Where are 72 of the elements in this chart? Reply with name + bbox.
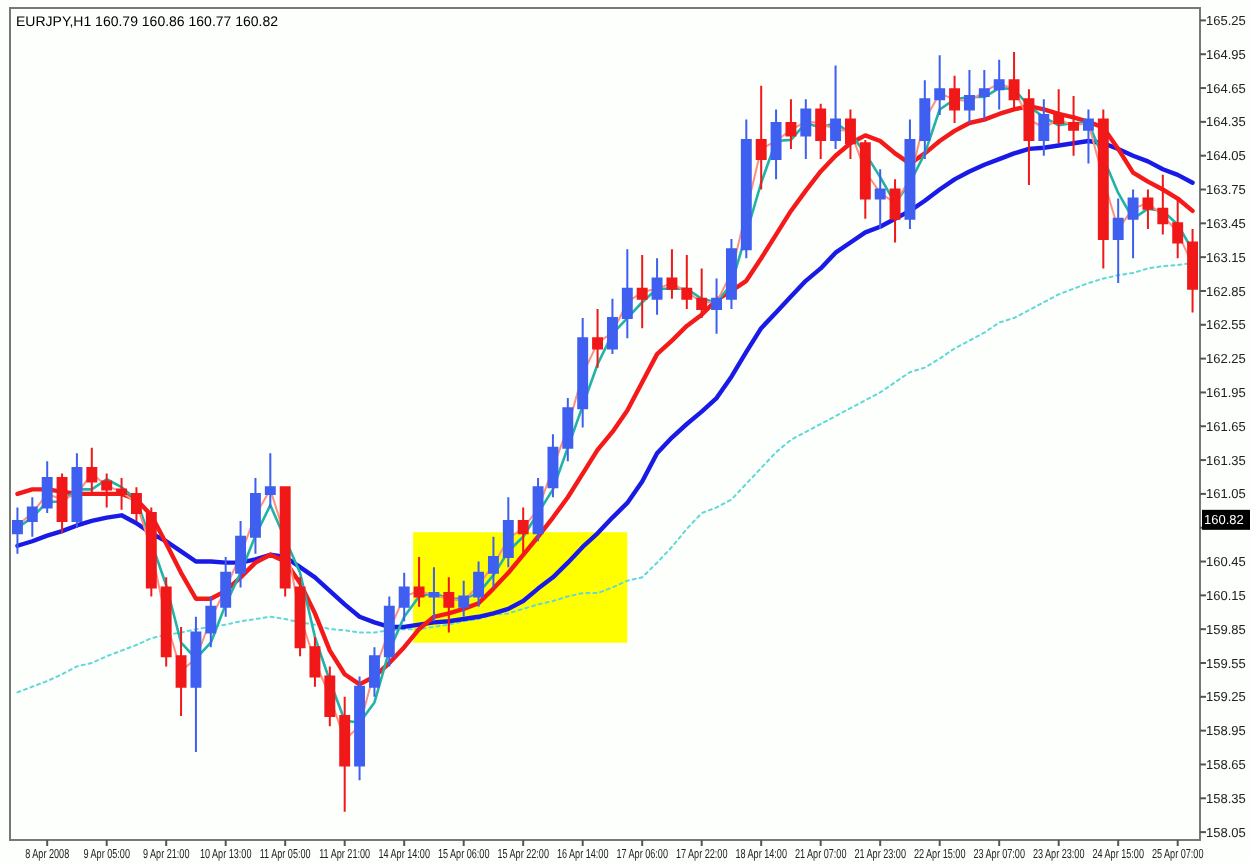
candlestick <box>11 506 23 555</box>
candlestick <box>339 695 351 813</box>
candlestick <box>130 486 142 522</box>
candlestick <box>175 625 187 717</box>
candlestick <box>636 253 648 330</box>
candlestick <box>1038 98 1050 157</box>
candlestick <box>755 84 767 191</box>
candlestick <box>398 571 410 623</box>
candlestick <box>740 118 752 260</box>
candlestick <box>800 98 812 161</box>
candlestick <box>86 446 98 495</box>
candlestick <box>220 556 232 618</box>
candlestick <box>1142 188 1154 230</box>
candlestick <box>949 74 961 124</box>
candlestick <box>696 267 708 320</box>
candlestick <box>681 253 693 311</box>
candlestick <box>1097 108 1109 270</box>
candlestick <box>1157 173 1169 236</box>
candlestick <box>844 108 856 161</box>
candlestick <box>830 64 842 150</box>
line-series <box>15 138 1195 630</box>
candlestick <box>859 138 871 220</box>
candlestick <box>770 108 782 181</box>
candlestick <box>889 178 901 244</box>
candlestick <box>264 452 276 509</box>
candlestick <box>651 257 663 316</box>
candlestick <box>249 477 261 555</box>
candlestick <box>978 69 990 121</box>
candlestick <box>577 317 589 429</box>
candlestick <box>606 297 618 356</box>
candlestick <box>517 506 529 555</box>
candlestick <box>473 560 485 608</box>
candlestick <box>666 248 678 300</box>
candlestick <box>993 58 1005 111</box>
candlestick <box>919 79 931 161</box>
candlestick <box>562 397 574 463</box>
candlestick <box>383 595 395 668</box>
candlestick <box>487 535 499 589</box>
candlestick <box>592 308 604 369</box>
candlestick <box>428 566 440 623</box>
candlestick <box>934 54 946 117</box>
candlestick <box>235 519 247 589</box>
candlestick <box>205 595 217 649</box>
candlestick <box>785 98 797 150</box>
candlestick <box>1112 197 1124 285</box>
candlestick <box>116 477 128 511</box>
candlestick <box>101 472 113 509</box>
candlestick <box>41 460 53 515</box>
candlestick <box>443 576 455 634</box>
candlestick <box>963 69 975 124</box>
candlestick <box>56 472 68 535</box>
candlestick <box>145 506 157 598</box>
candlestick <box>502 496 514 569</box>
candlestick <box>279 486 291 598</box>
candlestick <box>190 615 202 754</box>
candlestick <box>725 238 737 311</box>
candlestick <box>815 102 827 161</box>
candlestick <box>1172 197 1184 260</box>
candlestick <box>354 675 366 782</box>
candlestick <box>874 168 886 230</box>
candlestick <box>368 646 380 698</box>
candlestick <box>26 496 38 538</box>
candlestick <box>711 277 723 335</box>
candlestick <box>621 248 633 340</box>
candlestick <box>71 452 83 529</box>
candlestick <box>904 118 916 230</box>
candlestick <box>324 665 336 728</box>
candlestick <box>413 556 425 608</box>
candlestick <box>1082 108 1094 165</box>
candlestick <box>458 579 470 618</box>
candlestick <box>160 576 172 668</box>
candlestick <box>1127 188 1139 260</box>
